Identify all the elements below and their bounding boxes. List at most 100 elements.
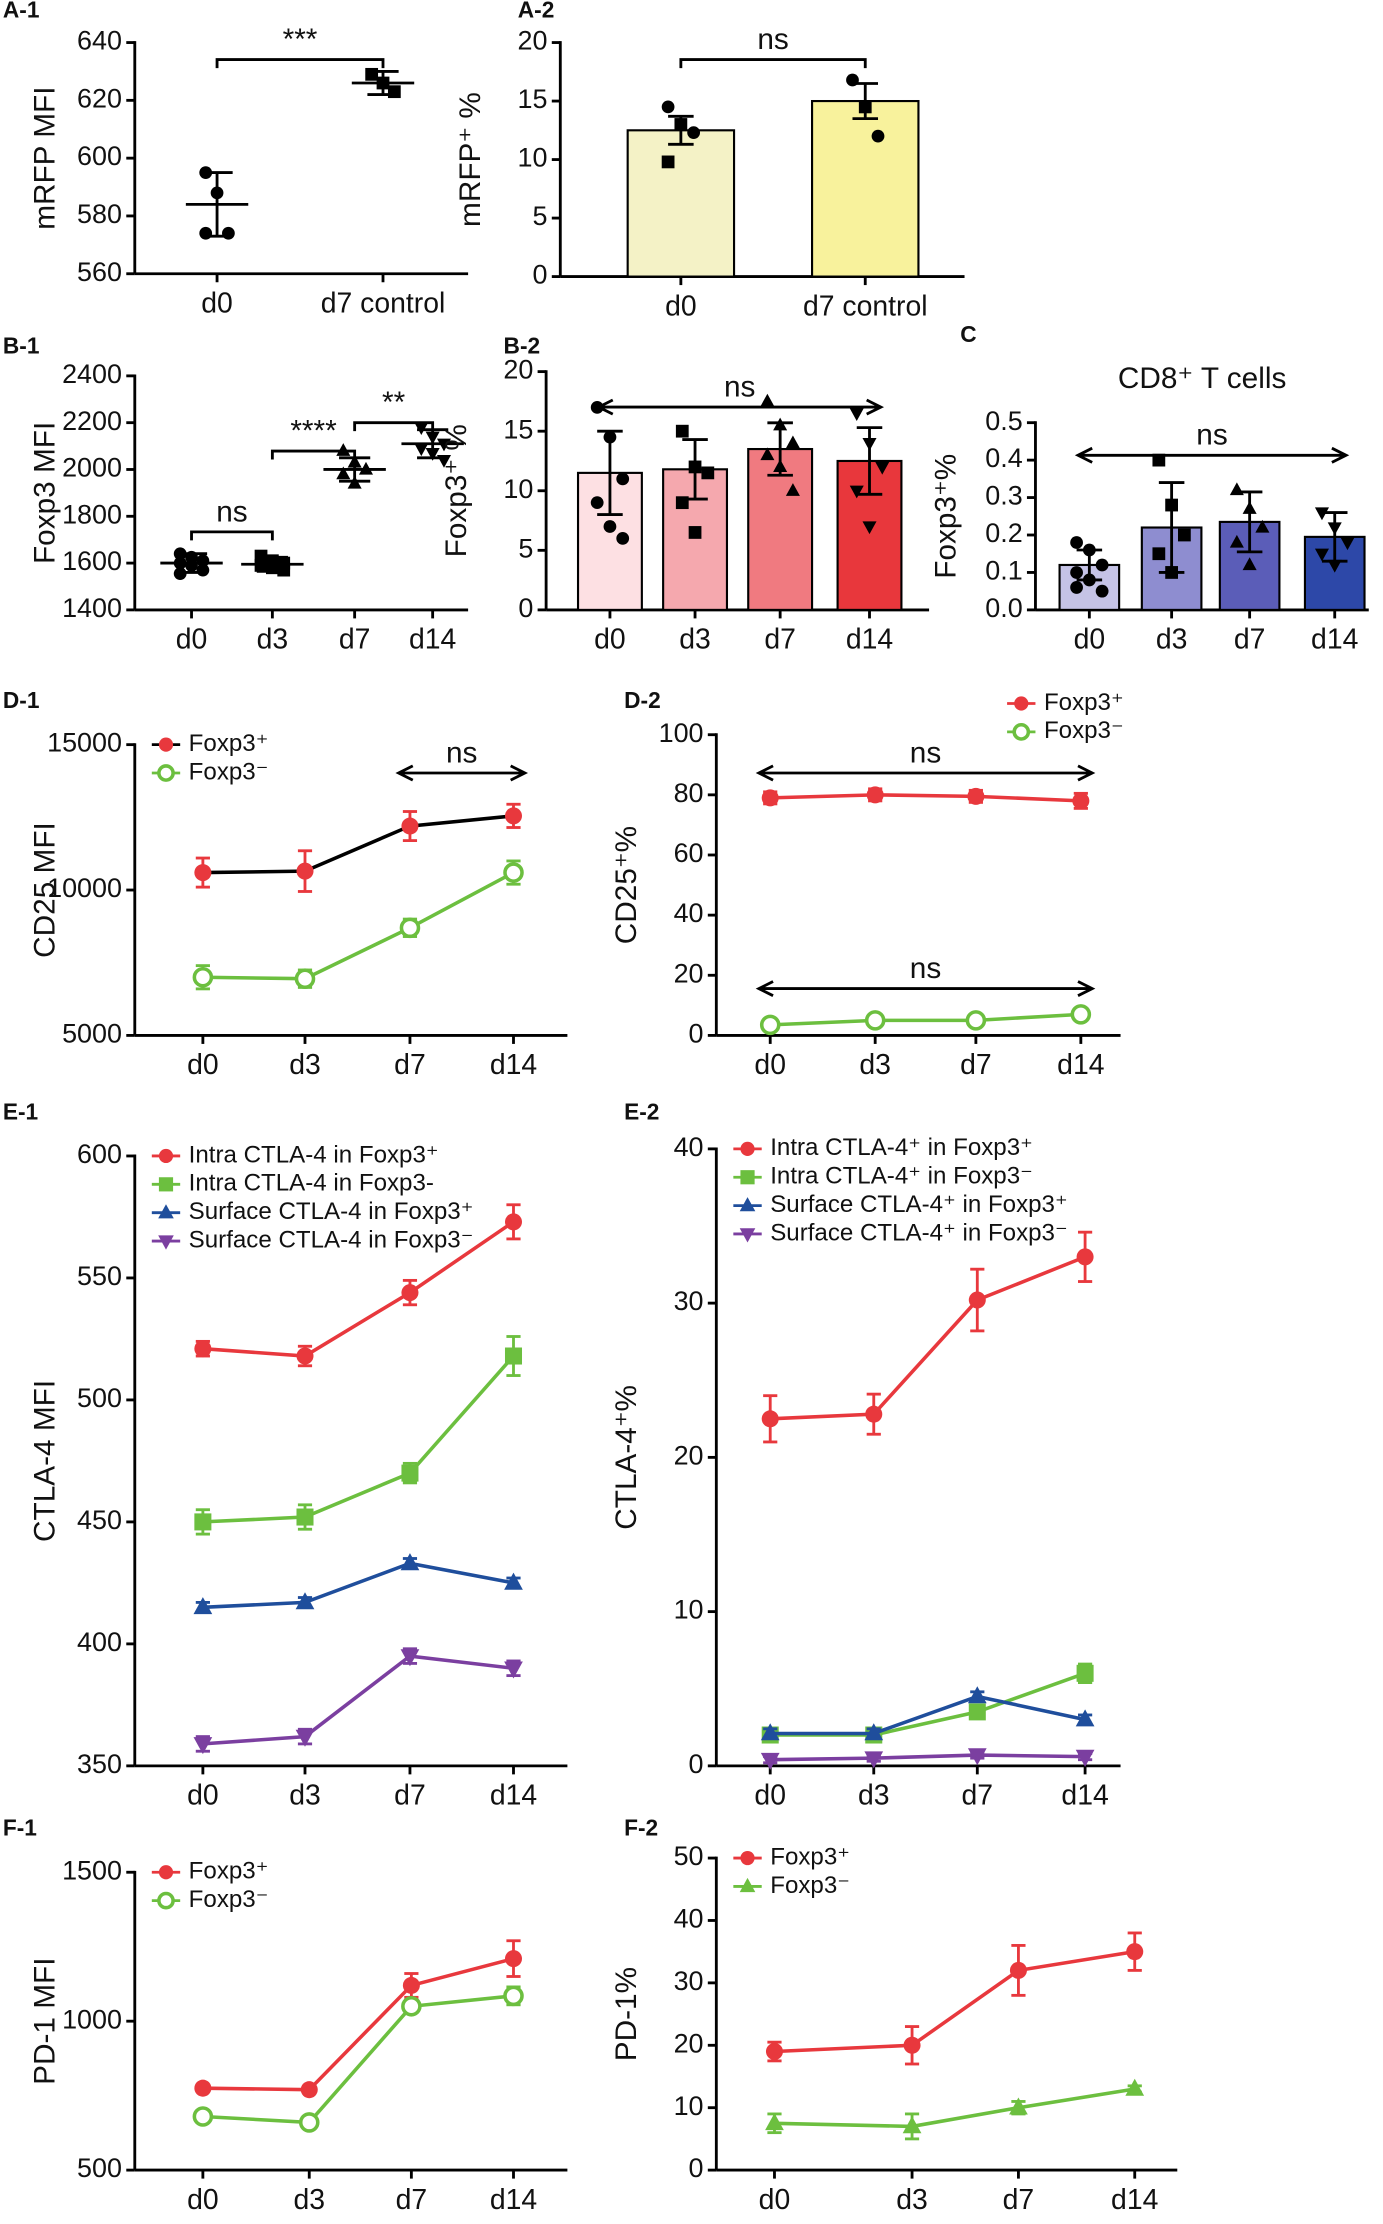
- bracket: [270, 449, 357, 460]
- y-tick-label: 10: [503, 474, 533, 504]
- marker: [1314, 507, 1329, 521]
- marker: [871, 129, 885, 143]
- marker: [603, 520, 617, 533]
- series-line: [770, 1694, 1086, 1736]
- annotation: ns: [910, 736, 941, 769]
- marker: [1082, 543, 1096, 557]
- y-tick-label: 5: [518, 533, 533, 563]
- series-line: [202, 814, 514, 875]
- x-tick-label: d0: [665, 290, 697, 322]
- marker: [295, 1592, 315, 1610]
- y-tick-label: 10: [674, 1595, 704, 1625]
- y-tick-label: 20: [674, 2028, 704, 2058]
- y-tick-label: 1600: [62, 546, 122, 576]
- series-line: [202, 1561, 514, 1610]
- marker: [199, 166, 213, 179]
- panel-label: B-1: [3, 332, 40, 358]
- arrow: [395, 764, 529, 782]
- marker: [761, 1410, 779, 1428]
- x-tick-label: d3: [289, 1780, 321, 1812]
- y-tick-label: 600: [77, 141, 122, 171]
- marker: [701, 466, 715, 480]
- y-tick-label: 40: [674, 1904, 704, 1934]
- panel-label: A-1: [3, 0, 40, 22]
- marker: [759, 1014, 781, 1036]
- annotation: ns: [757, 23, 788, 56]
- y-tick-label: 5000: [62, 1019, 122, 1049]
- y-tick-label: 0.0: [985, 593, 1022, 623]
- y-tick-label: 100: [659, 718, 704, 748]
- marker: [277, 563, 291, 577]
- y-tick-label: 60: [674, 838, 704, 868]
- marker: [1242, 501, 1257, 514]
- x-tick-label: d3: [289, 1049, 321, 1081]
- marker: [157, 1891, 175, 1910]
- y-tick-label: 10000: [47, 873, 122, 903]
- marker: [504, 1213, 523, 1231]
- y-tick-label: 450: [77, 1505, 122, 1535]
- marker: [1340, 537, 1355, 551]
- marker: [661, 155, 675, 169]
- x-tick-label: d7: [394, 1780, 426, 1812]
- legend-label: Intra CTLA-4 in Foxp3-: [189, 1170, 434, 1197]
- x-tick-label: d7: [962, 1780, 994, 1812]
- y-axis-label: Foxp3 MFI: [29, 422, 62, 564]
- marker: [1076, 1248, 1094, 1266]
- y-tick-label: 1400: [62, 593, 122, 623]
- x-tick-label: d3: [859, 1049, 891, 1081]
- y-tick-label: 640: [77, 26, 122, 56]
- y-axis-label: Foxp3⁺ %: [440, 424, 473, 557]
- bracket: [215, 58, 385, 69]
- marker: [739, 1197, 756, 1212]
- x-tick-label: d7: [339, 624, 371, 656]
- legend-label: Foxp3⁻: [189, 1886, 269, 1913]
- arrow: [755, 980, 1096, 997]
- y-tick-label: 10: [674, 2091, 704, 2121]
- marker: [875, 461, 890, 475]
- y-tick-label: 80: [674, 778, 704, 808]
- y-tick-label: 30: [674, 1286, 704, 1316]
- y-tick-label: 0.4: [985, 443, 1022, 473]
- y-tick-label: 0: [689, 2153, 704, 2183]
- y-tick-label: 40: [674, 1132, 704, 1162]
- annotation: ns: [216, 495, 247, 528]
- y-tick-label: 0: [533, 260, 548, 290]
- marker: [1095, 558, 1109, 572]
- bar: [626, 129, 736, 278]
- marker: [661, 100, 675, 114]
- y-axis-label: CD25 MFI: [29, 822, 62, 958]
- x-tick-label: d14: [1061, 1780, 1108, 1812]
- annotation: **: [382, 386, 406, 419]
- x-tick-label: d14: [846, 624, 893, 656]
- marker: [1012, 723, 1031, 741]
- marker: [400, 1553, 420, 1571]
- marker: [222, 226, 235, 240]
- marker: [158, 1865, 174, 1880]
- annotation: ns: [1196, 419, 1227, 452]
- legend-label: Foxp3⁻: [770, 1872, 850, 1899]
- marker: [296, 1347, 314, 1365]
- panel-label: D-2: [624, 687, 661, 713]
- x-tick-label: d7 control: [803, 290, 928, 322]
- marker: [194, 864, 212, 882]
- marker: [1125, 2078, 1145, 2096]
- marker: [760, 393, 775, 407]
- marker: [425, 431, 440, 445]
- y-tick-label: 620: [77, 83, 122, 113]
- bracket: [353, 421, 435, 432]
- marker: [1070, 581, 1083, 594]
- marker: [849, 485, 864, 499]
- annotation: ns: [446, 736, 477, 769]
- legend-label: Foxp3⁺: [770, 1843, 850, 1870]
- y-tick-label: 0: [689, 1019, 704, 1049]
- x-tick-label: d7: [960, 1049, 992, 1081]
- marker: [194, 1340, 212, 1358]
- y-tick-label: 500: [77, 1383, 122, 1413]
- marker: [158, 1204, 174, 1219]
- y-axis-label: mRFP MFI: [29, 86, 62, 229]
- marker: [414, 443, 429, 457]
- marker: [401, 1995, 422, 2017]
- legend-label: Foxp3⁻: [1044, 717, 1124, 744]
- x-tick-label: d3: [679, 624, 711, 656]
- marker: [761, 789, 779, 807]
